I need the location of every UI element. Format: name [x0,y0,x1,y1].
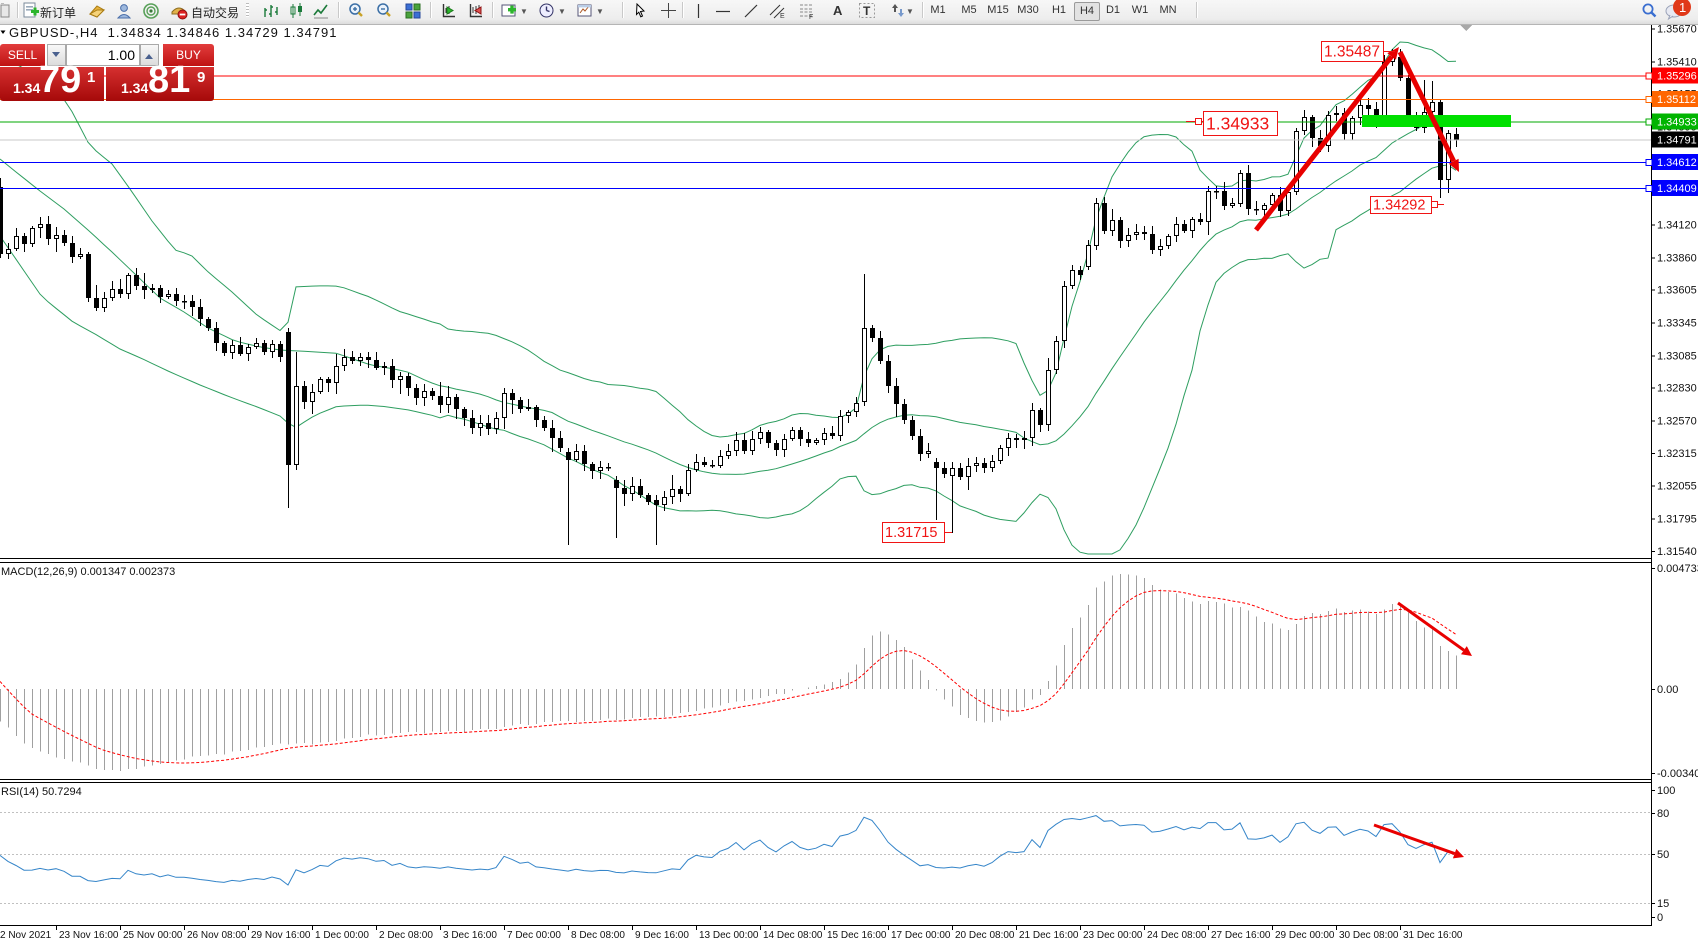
svg-text:17 Dec 00:00: 17 Dec 00:00 [891,930,951,941]
svg-text:1.31540: 1.31540 [1657,546,1697,558]
svg-text:1.32570: 1.32570 [1657,416,1697,428]
svg-text:RSI(14) 50.7294: RSI(14) 50.7294 [1,786,82,798]
svg-text:29 Dec 00:00: 29 Dec 00:00 [1275,930,1335,941]
svg-text:20 Dec 08:00: 20 Dec 08:00 [955,930,1015,941]
svg-text:1.35670: 1.35670 [1657,24,1697,35]
svg-text:9 Dec 16:00: 9 Dec 16:00 [635,930,689,941]
svg-text:1.33605: 1.33605 [1657,285,1697,297]
svg-text:80: 80 [1657,808,1669,820]
svg-text:0: 0 [1657,912,1663,924]
svg-text:3 Dec 16:00: 3 Dec 16:00 [443,930,497,941]
svg-text:1.34409: 1.34409 [1657,183,1697,195]
svg-text:1.32055: 1.32055 [1657,481,1697,493]
svg-text:MACD(12,26,9) 0.001347 0.00237: MACD(12,26,9) 0.001347 0.002373 [1,566,175,578]
svg-text:31 Dec 16:00: 31 Dec 16:00 [1403,930,1463,941]
svg-text:50: 50 [1657,849,1669,861]
svg-text:29 Nov 16:00: 29 Nov 16:00 [251,930,311,941]
svg-text:2 Dec 08:00: 2 Dec 08:00 [379,930,433,941]
svg-text:F: F [809,14,813,20]
svg-text:1.33860: 1.33860 [1657,252,1697,264]
svg-text:1.33345: 1.33345 [1657,318,1697,330]
svg-text:1.35296: 1.35296 [1657,71,1697,83]
svg-text:E: E [780,13,785,20]
svg-text:1.35487: 1.35487 [1324,44,1380,61]
svg-text:14 Dec 08:00: 14 Dec 08:00 [763,930,823,941]
svg-text:25 Nov 00:00: 25 Nov 00:00 [123,930,183,941]
svg-text:1.34933: 1.34933 [1206,113,1269,133]
svg-text:27 Dec 16:00: 27 Dec 16:00 [1211,930,1271,941]
svg-text:1.31715: 1.31715 [885,525,937,541]
svg-text:1.34933: 1.34933 [1657,117,1697,129]
svg-text:GBPUSD-,H4 1.34834 1.34846 1.: GBPUSD-,H4 1.34834 1.34846 1.34729 1.347… [9,25,338,40]
svg-text:13 Dec 00:00: 13 Dec 00:00 [699,930,759,941]
svg-text:30 Dec 08:00: 30 Dec 08:00 [1339,930,1399,941]
svg-text:-0.003403: -0.003403 [1657,768,1698,780]
svg-text:0.004733: 0.004733 [1657,563,1698,575]
svg-text:1.32830: 1.32830 [1657,383,1697,395]
svg-text:15: 15 [1657,898,1669,910]
svg-text:1 Dec 00:00: 1 Dec 00:00 [315,930,369,941]
svg-text:1.34791: 1.34791 [1657,135,1697,147]
svg-text:1.35112: 1.35112 [1657,94,1696,106]
svg-text:7 Dec 00:00: 7 Dec 00:00 [507,930,561,941]
svg-text:1.34292: 1.34292 [1373,198,1425,214]
svg-text:1.34612: 1.34612 [1657,157,1697,169]
svg-text:23 Dec 00:00: 23 Dec 00:00 [1083,930,1143,941]
svg-text:1.33085: 1.33085 [1657,350,1697,362]
svg-text:21 Dec 16:00: 21 Dec 16:00 [1019,930,1079,941]
svg-text:1: 1 [1679,0,1686,15]
svg-text:24 Dec 08:00: 24 Dec 08:00 [1147,930,1207,941]
svg-text:0.00: 0.00 [1657,684,1678,696]
svg-text:8 Dec 08:00: 8 Dec 08:00 [571,930,625,941]
svg-text:1.34120: 1.34120 [1657,220,1697,232]
svg-text:T: T [863,4,871,18]
svg-text:1.35410: 1.35410 [1657,56,1697,68]
svg-text:100: 100 [1657,785,1675,797]
svg-text:23 Nov 16:00: 23 Nov 16:00 [59,930,119,941]
svg-text:15 Dec 16:00: 15 Dec 16:00 [827,930,887,941]
svg-text:2 Nov 2021: 2 Nov 2021 [0,930,52,941]
svg-text:1.31795: 1.31795 [1657,514,1697,526]
svg-text:1.32315: 1.32315 [1657,448,1697,460]
svg-text:26 Nov 08:00: 26 Nov 08:00 [187,930,247,941]
